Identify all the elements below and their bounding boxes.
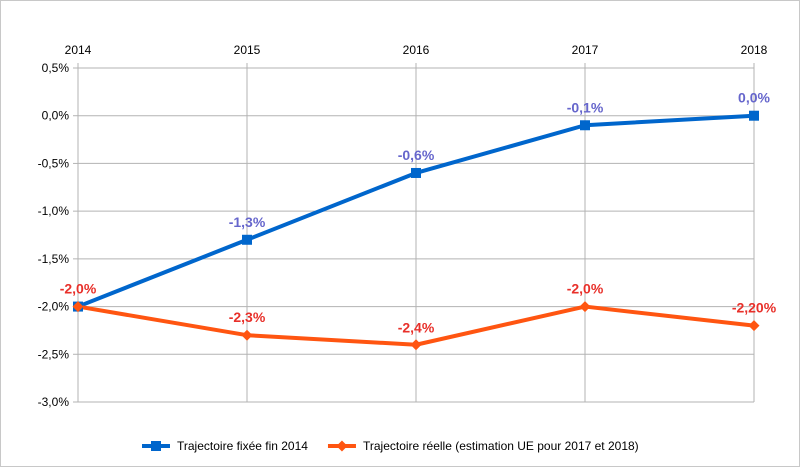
x-tick-label: 2014: [65, 43, 92, 57]
y-tick-label: 0,0%: [42, 109, 70, 123]
y-tick-label: -2,0%: [38, 300, 70, 314]
legend-label: Trajectoire réelle (estimation UE pour 2…: [363, 439, 639, 453]
legend-label: Trajectoire fixée fin 2014: [177, 439, 308, 453]
series-1-point: [580, 120, 590, 131]
legend-marker: [151, 441, 161, 451]
axis-ticks: 0,5% 0,0% -0,5% -1,0% -1,5% -2,0% -2,5% -3,0% 20…: [38, 43, 768, 409]
series-1-point: [242, 234, 252, 245]
series-2-point: [579, 301, 591, 313]
y-tick-label: -1,0%: [38, 204, 70, 218]
legend: Trajectoire fixée fin 2014 Trajectoire ré…: [142, 439, 639, 453]
series-1-point: [749, 110, 759, 121]
x-tick-label: 2016: [403, 43, 430, 57]
y-tick-label: -0,5%: [38, 156, 70, 170]
grid-lines: [73, 63, 755, 403]
x-tick-label: 2015: [234, 43, 261, 57]
series-2-point: [72, 301, 84, 313]
y-tick-label: -2,5%: [38, 347, 70, 361]
data-label: -2,3%: [229, 309, 266, 325]
data-label: -0,1%: [567, 99, 604, 115]
series-2-point: [748, 320, 760, 332]
data-label: -0,6%: [398, 147, 435, 163]
series-2-point: [241, 329, 253, 341]
data-label: -1,3%: [229, 214, 266, 230]
series-2-point: [410, 339, 422, 351]
x-tick-label: 2018: [741, 43, 768, 57]
data-label: -2,20%: [732, 300, 777, 316]
data-label: -2,4%: [398, 320, 435, 336]
data-label: -2,0%: [60, 281, 97, 297]
data-label: 0,0%: [738, 90, 770, 106]
series-1-point: [411, 167, 421, 178]
y-tick-label: -3,0%: [38, 395, 70, 409]
legend-marker: [336, 440, 348, 452]
series-markers: [72, 110, 760, 351]
data-labels: -1,3% -0,6% -0,1% 0,0% -2,0% -2,3% -2,4% -2,0% -…: [60, 90, 777, 336]
y-tick-label: 0,5%: [42, 61, 70, 75]
y-tick-label: -1,5%: [38, 252, 70, 266]
data-label: -2,0%: [567, 281, 604, 297]
x-tick-label: 2017: [572, 43, 599, 57]
